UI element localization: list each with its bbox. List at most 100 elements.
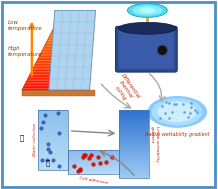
Polygon shape [32,68,82,70]
Polygon shape [27,78,86,79]
Text: Cell adhesion: Cell adhesion [79,176,108,185]
Polygon shape [38,57,78,59]
Text: 🚿: 🚿 [20,135,24,141]
Polygon shape [30,73,84,74]
Polygon shape [38,135,68,137]
Ellipse shape [118,22,176,34]
Polygon shape [38,146,68,147]
Ellipse shape [132,5,162,15]
Polygon shape [119,123,149,125]
Polygon shape [47,40,72,42]
Polygon shape [68,151,119,152]
Polygon shape [119,151,149,152]
Polygon shape [119,171,149,173]
Polygon shape [41,51,76,53]
Polygon shape [68,164,119,165]
Polygon shape [68,165,119,166]
Polygon shape [38,150,68,152]
Polygon shape [22,88,90,90]
Polygon shape [38,132,68,134]
Polygon shape [119,162,149,164]
Polygon shape [68,168,119,169]
Polygon shape [52,29,68,31]
Polygon shape [38,141,68,143]
Polygon shape [38,162,68,164]
Circle shape [157,45,167,55]
Polygon shape [24,85,89,87]
Polygon shape [119,161,149,162]
Polygon shape [119,146,149,147]
Text: 🧪: 🧪 [46,159,50,166]
Polygon shape [40,53,77,54]
Polygon shape [68,171,119,172]
Polygon shape [26,81,87,82]
Polygon shape [38,167,68,168]
Polygon shape [33,67,82,68]
Polygon shape [119,157,149,159]
Polygon shape [38,116,68,117]
Polygon shape [55,23,66,25]
Polygon shape [68,152,119,153]
Polygon shape [60,14,63,15]
Polygon shape [39,56,78,57]
Polygon shape [119,134,149,135]
Polygon shape [38,113,68,114]
Polygon shape [68,150,119,151]
Polygon shape [119,110,149,112]
Polygon shape [23,87,89,88]
Polygon shape [49,36,71,37]
Polygon shape [38,147,68,149]
Polygon shape [119,122,149,123]
Polygon shape [38,155,68,156]
Polygon shape [38,125,68,126]
Polygon shape [68,166,119,167]
Polygon shape [68,163,119,164]
Polygon shape [119,173,149,174]
Polygon shape [38,119,68,120]
Polygon shape [119,147,149,149]
Polygon shape [119,120,149,122]
Polygon shape [44,45,74,46]
Text: Low
temperature: Low temperature [8,20,43,31]
Polygon shape [57,20,65,22]
Polygon shape [119,174,149,176]
Polygon shape [119,113,149,115]
Polygon shape [68,159,119,160]
Polygon shape [47,39,72,40]
Polygon shape [38,129,68,131]
Polygon shape [119,129,149,130]
Ellipse shape [152,98,203,125]
Polygon shape [119,156,149,157]
FancyBboxPatch shape [118,29,174,69]
Polygon shape [56,22,66,23]
Polygon shape [68,157,119,158]
Polygon shape [58,19,65,20]
Polygon shape [68,154,119,155]
Polygon shape [61,12,62,14]
Polygon shape [38,138,68,140]
Polygon shape [68,155,119,156]
Polygon shape [68,173,119,174]
Polygon shape [119,127,149,129]
Polygon shape [38,144,68,146]
Polygon shape [22,90,95,96]
Text: Linear wettability
gradient: Linear wettability gradient [150,126,159,162]
Polygon shape [38,164,68,165]
Polygon shape [59,17,64,19]
Polygon shape [119,137,149,139]
Polygon shape [36,62,80,64]
Polygon shape [119,167,149,169]
Polygon shape [38,168,68,170]
Polygon shape [42,50,76,51]
Polygon shape [50,34,70,36]
Text: Water collection: Water collection [33,123,37,156]
Polygon shape [38,165,68,167]
FancyBboxPatch shape [116,26,177,72]
Polygon shape [43,48,75,50]
Polygon shape [43,46,75,48]
Polygon shape [54,25,67,26]
Polygon shape [68,156,119,157]
Polygon shape [38,117,68,119]
Polygon shape [68,153,119,154]
Polygon shape [38,122,68,123]
